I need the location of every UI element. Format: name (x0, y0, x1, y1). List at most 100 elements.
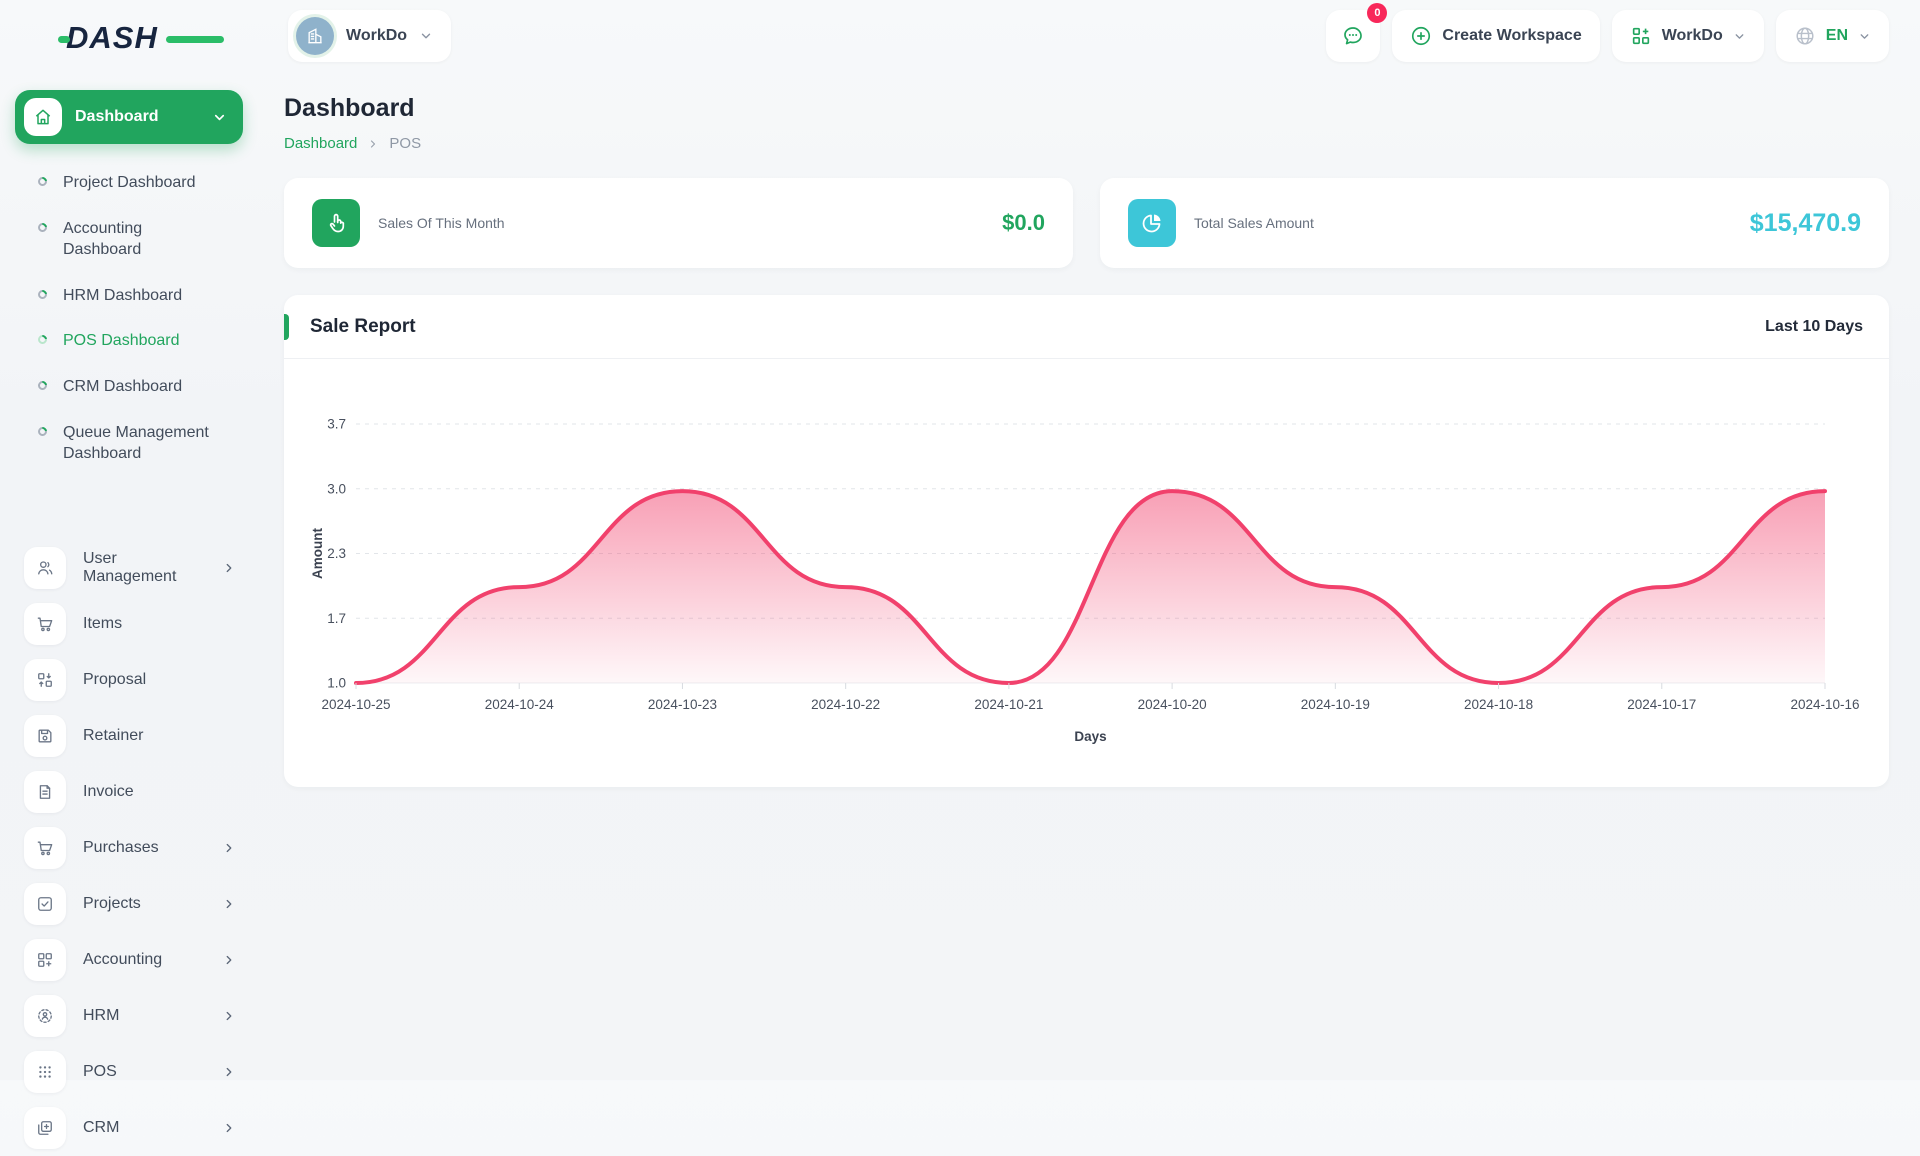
main-content: Dashboard Dashboard POS Sales Of This Mo… (284, 72, 1889, 787)
grid-plus-icon (24, 939, 66, 981)
sidebar-item-label: Accounting (83, 951, 163, 968)
sidebar-item-label: Purchases (83, 839, 159, 856)
submenu-bullet-icon (36, 333, 49, 347)
sidebar-item-dashboard[interactable]: Dashboard (15, 90, 243, 144)
svg-text:3.7: 3.7 (327, 417, 346, 432)
stat-card-total-sales: Total Sales Amount $15,470.9 (1100, 178, 1889, 268)
svg-text:2024-10-24: 2024-10-24 (485, 697, 555, 712)
sidebar-item-invoice[interactable]: Invoice (0, 764, 256, 820)
building-icon (308, 28, 322, 44)
svg-text:Days: Days (1074, 729, 1106, 744)
overlap-squares-icon (24, 1107, 66, 1149)
save-icon (24, 715, 66, 757)
submenu-label: Queue Management Dashboard (63, 423, 209, 463)
sidebar-item-queue-management-dashboard[interactable]: Queue Management Dashboard (0, 410, 256, 477)
submenu-label: POS Dashboard (63, 332, 180, 350)
logo-text: DASH (66, 20, 158, 55)
submenu-bullet-icon (36, 287, 49, 301)
sidebar-item-label: Projects (83, 895, 141, 912)
create-workspace-label: Create Workspace (1442, 27, 1582, 44)
sidebar-item-user-management[interactable]: User Management (0, 540, 256, 596)
sidebar-item-pos[interactable]: POS (0, 1044, 256, 1100)
workspace-selector[interactable]: WorkDo (288, 10, 452, 62)
sidebar-item-projects[interactable]: Projects (0, 876, 256, 932)
svg-text:1.7: 1.7 (327, 611, 346, 626)
submenu-label: Accounting Dashboard (63, 219, 143, 259)
svg-text:2.3: 2.3 (327, 546, 346, 561)
logo-bar-accent (166, 36, 224, 43)
page-title: Dashboard (284, 94, 415, 122)
submenu-bullet-icon (36, 424, 49, 438)
svg-text:2024-10-18: 2024-10-18 (1464, 697, 1533, 712)
document-icon (24, 771, 66, 813)
tap-icon (312, 199, 360, 247)
top-header: DASH WorkDo 0 Create Workspace (0, 0, 1920, 72)
sidebar-item-retainer[interactable]: Retainer (0, 708, 256, 764)
sales-area-chart: 3.7 3.0 2.3 1.7 1.0 2024-10-25 2024-10-24 2024-… (308, 359, 1865, 785)
sidebar-item-label: Proposal (83, 671, 147, 688)
sidebar-item-purchases[interactable]: Purchases (0, 820, 256, 876)
messages-button[interactable]: 0 (1326, 3, 1388, 62)
svg-text:Amount: Amount (310, 528, 325, 579)
submenu-bullet-icon (36, 175, 49, 188)
sidebar-item-label: Items (83, 615, 123, 632)
cart-icon (24, 827, 66, 869)
sidebar-item-crm-dashboard[interactable]: CRM Dashboard (0, 364, 256, 410)
globe-icon (1796, 27, 1814, 45)
card-accent-bar (284, 314, 289, 340)
chevron-down-icon (421, 33, 431, 39)
person-target-icon (24, 995, 66, 1037)
submenu-bullet-icon (36, 379, 49, 392)
chevron-right-icon (226, 899, 232, 909)
submenu-label: Project Dashboard (63, 174, 196, 191)
sidebar-item-proposal[interactable]: Proposal (0, 652, 256, 708)
sidebar-item-label: CRM (83, 1119, 120, 1136)
sidebar-item-label: Dashboard (75, 108, 159, 125)
sidebar-item-accounting[interactable]: Accounting (0, 932, 256, 988)
svg-text:2024-10-17: 2024-10-17 (1627, 697, 1696, 712)
language-selector[interactable]: EN (1775, 10, 1889, 62)
cart-icon (24, 603, 66, 645)
chevron-right-icon (226, 563, 232, 573)
submenu-label: CRM Dashboard (63, 377, 183, 395)
workspace-avatar (296, 17, 334, 55)
dots-grid-icon (24, 1051, 66, 1093)
dash-logo: DASH (58, 20, 224, 58)
stat-value: $15,470.9 (1749, 208, 1861, 237)
svg-text:2024-10-21: 2024-10-21 (974, 697, 1043, 712)
sidebar-item-label: POS (83, 1063, 117, 1080)
language-code: EN (1825, 27, 1848, 44)
sidebar-item-pos-dashboard[interactable]: POS Dashboard (0, 318, 256, 364)
sidebar-item-label: Invoice (83, 783, 134, 800)
plus-circle-icon (1412, 26, 1431, 46)
submenu-bullet-icon (36, 220, 49, 234)
breadcrumb-dashboard-link[interactable]: Dashboard (284, 135, 358, 152)
workspace-dropdown-button[interactable]: WorkDo (1611, 10, 1764, 62)
sidebar-item-project-dashboard[interactable]: Project Dashboard (0, 160, 256, 206)
proposal-icon (24, 659, 66, 701)
svg-text:2024-10-19: 2024-10-19 (1301, 697, 1370, 712)
chevron-down-icon (1735, 33, 1744, 39)
sidebar-item-crm[interactable]: CRM (0, 1100, 256, 1156)
submenu-label: HRM Dashboard (63, 286, 183, 304)
grid-plus-icon (1632, 27, 1649, 45)
svg-text:2024-10-16: 2024-10-16 (1790, 697, 1859, 712)
stat-value: $0.0 (1002, 210, 1045, 235)
sidebar-item-hrm[interactable]: HRM (0, 988, 256, 1044)
dashboard-submenu: Project Dashboard Accounting Dashboard H… (0, 160, 256, 477)
sidebar-item-hrm-dashboard[interactable]: HRM Dashboard (0, 273, 256, 319)
svg-text:3.0: 3.0 (327, 481, 346, 496)
chevron-right-icon (371, 139, 376, 148)
chevron-down-icon (214, 114, 225, 120)
pie-chart-icon (1128, 199, 1176, 247)
stat-card-sales-of-month: Sales Of This Month $0.0 (284, 178, 1073, 268)
workspace-dropdown-label: WorkDo (1661, 27, 1723, 44)
sidebar-item-label: User Management (83, 550, 177, 585)
logo-dash-accent (58, 36, 70, 43)
sidebar-sections: User Management Items Proposal Retainer (0, 540, 256, 1156)
svg-text:2024-10-23: 2024-10-23 (648, 697, 717, 712)
home-icon (24, 98, 62, 136)
sidebar-item-accounting-dashboard[interactable]: Accounting Dashboard (0, 206, 256, 273)
sidebar-item-items[interactable]: Items (0, 596, 256, 652)
create-workspace-button[interactable]: Create Workspace (1392, 10, 1600, 62)
